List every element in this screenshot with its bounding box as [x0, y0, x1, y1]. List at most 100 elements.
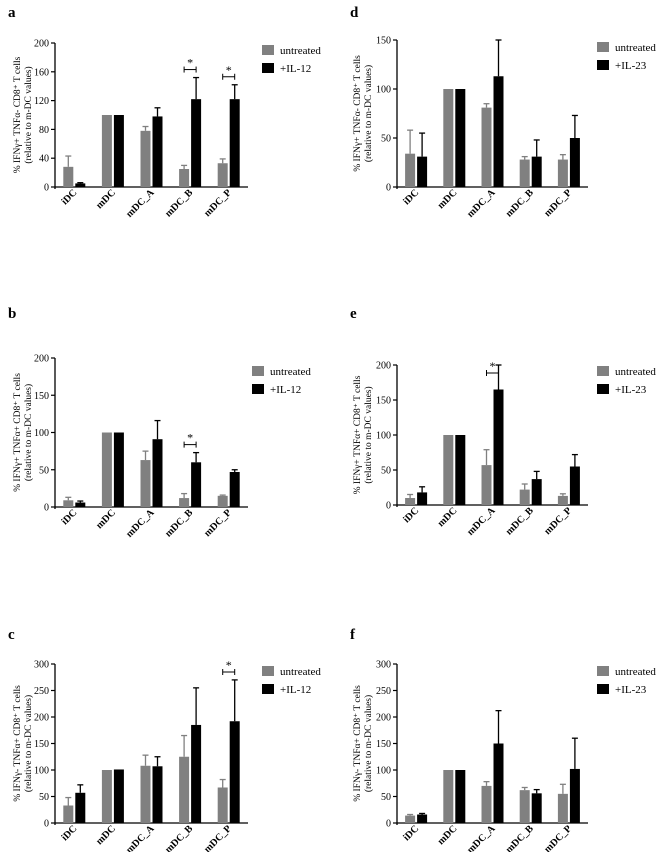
y-tick-label: 300: [376, 660, 391, 671]
legend-label: untreated: [615, 666, 656, 678]
legend-swatch: [597, 60, 609, 70]
chart-panel-c: c 0 50 100 150 200 250 300 % IFNγ- TNFα+ CD8⁺ T …: [8, 627, 321, 852]
bar-il12: [152, 439, 163, 507]
legend-swatch: [597, 42, 609, 52]
y-tick-label: 50: [39, 792, 49, 803]
bar-untreated: [179, 169, 190, 187]
y-tick-label: 200: [34, 39, 49, 50]
legend-label: +IL-23: [615, 384, 647, 396]
y-axis-label-line: % IFNγ- TNFα+ CD8⁺ T cells: [13, 685, 23, 802]
bar-untreated: [63, 500, 74, 507]
bar-untreated: [519, 790, 530, 823]
bar-il12: [191, 724, 202, 823]
y-axis-label-line: (relative to m-DC values): [363, 695, 374, 792]
bar-untreated: [519, 159, 530, 187]
x-tick-label: mDC_P: [202, 187, 234, 219]
x-tick-label: mDC_B: [504, 187, 536, 219]
bar-il23: [493, 743, 504, 823]
y-tick-label: 150: [376, 739, 391, 750]
bar-untreated: [140, 460, 151, 507]
y-axis-label: % IFNγ- TNFα+ CD8⁺ T cells(relative to m…: [353, 685, 374, 802]
bar-il23: [455, 770, 466, 823]
bar-untreated: [101, 432, 112, 507]
y-tick-label: 50: [381, 466, 391, 477]
y-axis-label-line: % IFNγ+ TNFα+ CD8⁺ T cells: [353, 375, 363, 494]
bar-untreated: [179, 498, 190, 507]
bar-il12: [229, 721, 240, 823]
legend-label: +IL-12: [270, 384, 301, 396]
y-tick-label: 100: [34, 766, 49, 777]
bar-il23: [531, 479, 542, 505]
y-tick-label: 150: [34, 739, 49, 750]
bar-untreated: [217, 787, 228, 823]
bar-untreated: [481, 465, 492, 505]
bar-untreated: [443, 770, 454, 823]
y-axis-label-line: % IFNγ+ TNFα- CD8⁺ T cells: [353, 55, 363, 172]
bar-untreated: [557, 495, 568, 505]
x-tick-label: mDC_B: [504, 823, 536, 852]
y-axis-label-line: (relative to m-DC values): [23, 695, 34, 792]
bar-untreated: [140, 130, 151, 187]
x-tick-label: mDC: [94, 187, 118, 211]
panel-letter: f: [350, 627, 356, 643]
x-tick-label: iDC: [59, 507, 79, 527]
bar-il12: [229, 99, 240, 187]
bar-il23: [493, 389, 504, 505]
legend-swatch: [597, 684, 609, 694]
legend-label: untreated: [280, 45, 321, 57]
y-tick-label: 100: [376, 85, 391, 96]
bar-untreated: [443, 89, 454, 187]
bar-untreated: [481, 107, 492, 187]
x-tick-label: mDC_B: [163, 187, 195, 219]
bar-untreated: [443, 435, 454, 505]
x-tick-label: mDC: [436, 187, 460, 211]
y-tick-label: 100: [376, 766, 391, 777]
bar-untreated: [101, 115, 112, 187]
y-tick-label: 0: [44, 183, 49, 194]
bar-il23: [569, 466, 580, 505]
x-tick-label: mDC_P: [202, 507, 234, 539]
bar-il23: [455, 435, 466, 505]
bar-untreated: [519, 489, 530, 505]
legend-swatch: [262, 684, 274, 694]
x-tick-label: mDC: [94, 823, 118, 847]
y-tick-label: 50: [381, 134, 391, 145]
y-axis-label-line: % IFNγ+ TNFα+ CD8⁺ T cells: [13, 373, 23, 492]
bar-il12: [152, 766, 163, 823]
y-tick-label: 200: [376, 713, 391, 724]
x-tick-label: mDC: [94, 507, 118, 531]
panel-letter: b: [8, 306, 16, 322]
bar-untreated: [63, 805, 74, 823]
x-tick-label: mDC: [436, 823, 460, 847]
legend-label: +IL-12: [280, 684, 311, 696]
x-tick-label: mDC_B: [163, 507, 195, 539]
bar-il12: [113, 115, 124, 187]
y-axis-label-line: (relative to m-DC values): [23, 66, 34, 163]
bar-untreated: [557, 793, 568, 823]
legend-swatch: [252, 384, 264, 394]
x-tick-label: iDC: [59, 823, 79, 843]
bar-il23: [493, 76, 504, 187]
bar-untreated: [179, 756, 190, 823]
legend-swatch: [262, 666, 274, 676]
y-axis-label: % IFNγ+ TNFα+ CD8⁺ T cells(relative to m…: [353, 375, 374, 494]
y-tick-label: 160: [34, 67, 49, 78]
significance-star: *: [187, 56, 193, 70]
legend-label: +IL-23: [615, 60, 647, 72]
x-tick-label: mDC_P: [542, 187, 574, 219]
y-tick-label: 0: [44, 503, 49, 514]
x-tick-label: iDC: [401, 823, 421, 843]
x-tick-label: mDC_A: [124, 187, 157, 220]
y-tick-label: 150: [34, 391, 49, 402]
bar-il12: [75, 792, 86, 823]
y-axis-label-line: (relative to m-DC values): [363, 386, 374, 483]
y-tick-label: 250: [34, 686, 49, 697]
y-tick-label: 200: [34, 354, 49, 365]
bar-il23: [569, 138, 580, 187]
panel-letter: d: [350, 5, 359, 21]
